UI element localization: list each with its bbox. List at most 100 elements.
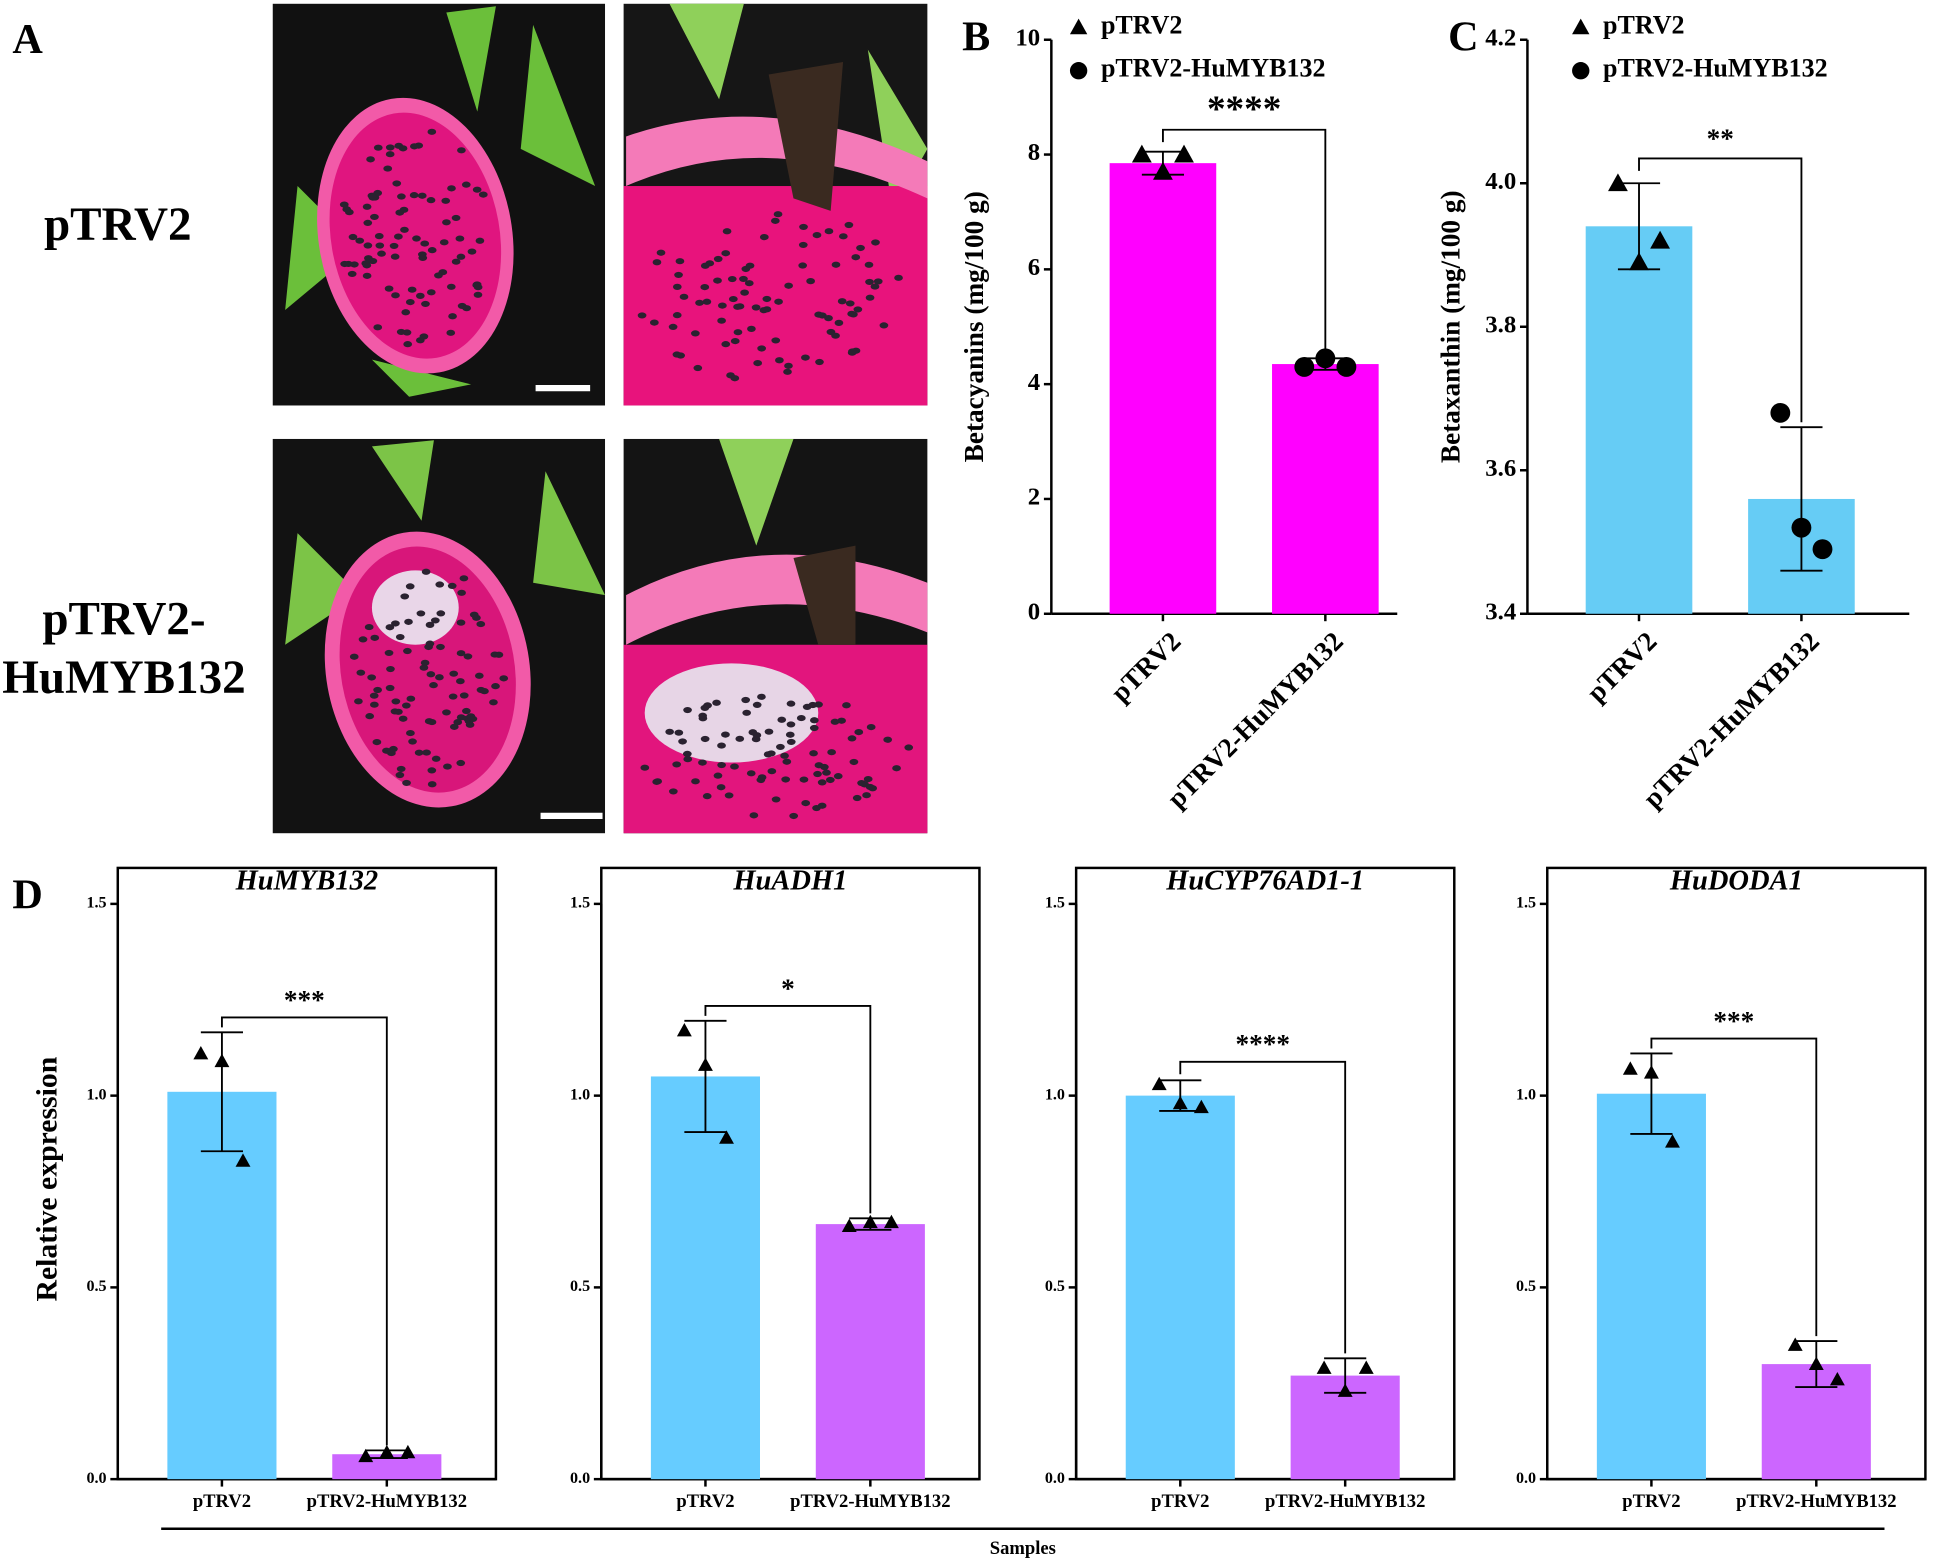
- seed: [822, 769, 831, 776]
- seed: [702, 793, 712, 800]
- seed: [756, 776, 766, 784]
- seed: [386, 665, 395, 673]
- data-point: [379, 1444, 395, 1459]
- seed: [742, 709, 752, 716]
- panel-label: D: [12, 872, 42, 919]
- seed: [370, 634, 380, 641]
- seed: [400, 593, 410, 600]
- y-tick-label: 10: [1015, 24, 1040, 51]
- seed: [410, 143, 419, 150]
- y-tick-label: 1.5: [570, 895, 590, 912]
- seed: [448, 313, 457, 320]
- significance-bracket: [1179, 1060, 1347, 1354]
- seed: [362, 272, 372, 279]
- data-point: [1151, 1076, 1167, 1091]
- seed: [831, 261, 841, 268]
- data-point: [1808, 1356, 1824, 1371]
- data-point: [698, 1057, 713, 1071]
- seed: [721, 731, 730, 738]
- seed: [395, 633, 405, 641]
- seed: [722, 228, 732, 235]
- seed: [845, 300, 855, 307]
- seed: [394, 708, 403, 715]
- legend-label: pTRV2-HuMYB132: [1603, 54, 1828, 83]
- seed: [679, 293, 689, 300]
- legend-label: pTRV2: [1101, 10, 1183, 39]
- data-point: [1358, 1360, 1374, 1374]
- y-tick-label: 0.5: [1516, 1278, 1536, 1295]
- seed: [408, 738, 417, 745]
- seed: [827, 749, 836, 756]
- seed: [463, 653, 473, 660]
- seed: [762, 295, 772, 303]
- seed: [476, 620, 486, 628]
- seed: [499, 675, 509, 682]
- bar: [1585, 226, 1693, 614]
- seed: [475, 237, 485, 244]
- seed: [384, 285, 394, 292]
- seed: [383, 165, 393, 172]
- seed: [739, 275, 748, 283]
- seed: [425, 640, 435, 647]
- seed: [392, 180, 402, 187]
- seed: [436, 643, 445, 651]
- seed: [472, 281, 482, 288]
- chart-title: HuCYP76AD1-1: [1165, 865, 1364, 896]
- seed: [771, 337, 781, 344]
- seed: [753, 360, 763, 367]
- significance-label: **: [1707, 123, 1734, 153]
- y-tick-label: 3.6: [1485, 455, 1516, 482]
- seed: [735, 735, 745, 742]
- data-point: [358, 1448, 374, 1463]
- legend-marker: [1572, 62, 1590, 80]
- seed: [366, 156, 375, 163]
- seed: [871, 239, 880, 246]
- seed: [396, 765, 406, 773]
- seed: [455, 235, 465, 242]
- data-point: [214, 1053, 230, 1068]
- seed: [837, 298, 847, 305]
- seed: [870, 283, 880, 290]
- seed: [367, 674, 376, 681]
- seed: [883, 736, 893, 743]
- seed: [373, 686, 382, 694]
- x-tick-label: pTRV2-HuMYB132: [1736, 1491, 1896, 1512]
- x-tick-label: pTRV2: [1581, 626, 1663, 708]
- seed: [362, 203, 372, 210]
- data-point: [676, 1022, 692, 1037]
- seed: [467, 248, 477, 255]
- legend-marker: [1572, 18, 1590, 35]
- seed: [716, 784, 726, 791]
- seed: [865, 278, 874, 286]
- y-tick-label: 1.5: [1516, 895, 1536, 912]
- seed: [340, 260, 350, 268]
- seed: [391, 292, 400, 299]
- data-point: [1608, 173, 1628, 192]
- seed: [435, 674, 444, 681]
- x-tick-label: pTRV2-HuMYB132: [307, 1491, 467, 1512]
- seed: [801, 354, 810, 361]
- x-tick-label: pTRV2-HuMYB132: [1161, 626, 1349, 814]
- seed: [403, 647, 412, 655]
- seed: [691, 778, 700, 785]
- seed: [854, 729, 864, 736]
- y-tick-label: 0.0: [1045, 1470, 1065, 1487]
- seed: [817, 802, 827, 809]
- seed: [713, 255, 723, 263]
- x-tick-label: pTRV2: [1105, 626, 1187, 708]
- seed: [798, 241, 808, 249]
- seed: [459, 692, 469, 699]
- seed: [764, 728, 774, 735]
- photo-stem: [793, 545, 856, 645]
- seed: [763, 751, 773, 758]
- seed: [468, 715, 478, 722]
- seed: [368, 257, 378, 265]
- y-tick-label: 8: [1028, 139, 1040, 166]
- seed: [693, 364, 703, 372]
- seed: [426, 289, 436, 296]
- data-point: [1787, 1337, 1803, 1351]
- seed: [801, 800, 811, 807]
- seed: [695, 299, 704, 306]
- seed: [744, 280, 754, 287]
- seed: [426, 671, 436, 678]
